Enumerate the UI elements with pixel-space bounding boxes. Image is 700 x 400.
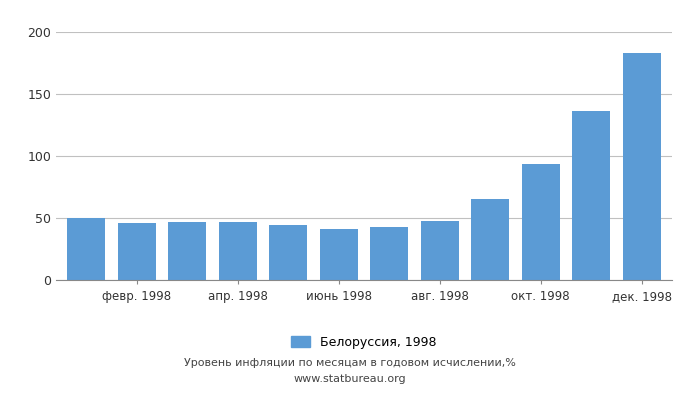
Bar xyxy=(471,199,509,280)
Bar xyxy=(370,227,408,280)
Bar xyxy=(270,225,307,280)
Text: Уровень инфляции по месяцам в годовом исчислении,%: Уровень инфляции по месяцам в годовом ис… xyxy=(184,358,516,368)
Bar xyxy=(623,53,661,280)
Bar xyxy=(219,222,257,280)
Text: www.statbureau.org: www.statbureau.org xyxy=(294,374,406,384)
Bar xyxy=(67,218,105,280)
Bar xyxy=(168,222,206,280)
Bar xyxy=(118,223,155,280)
Bar xyxy=(522,164,560,280)
Legend: Белоруссия, 1998: Белоруссия, 1998 xyxy=(291,336,437,349)
Bar xyxy=(421,221,458,280)
Bar xyxy=(573,111,610,280)
Bar xyxy=(320,228,358,280)
